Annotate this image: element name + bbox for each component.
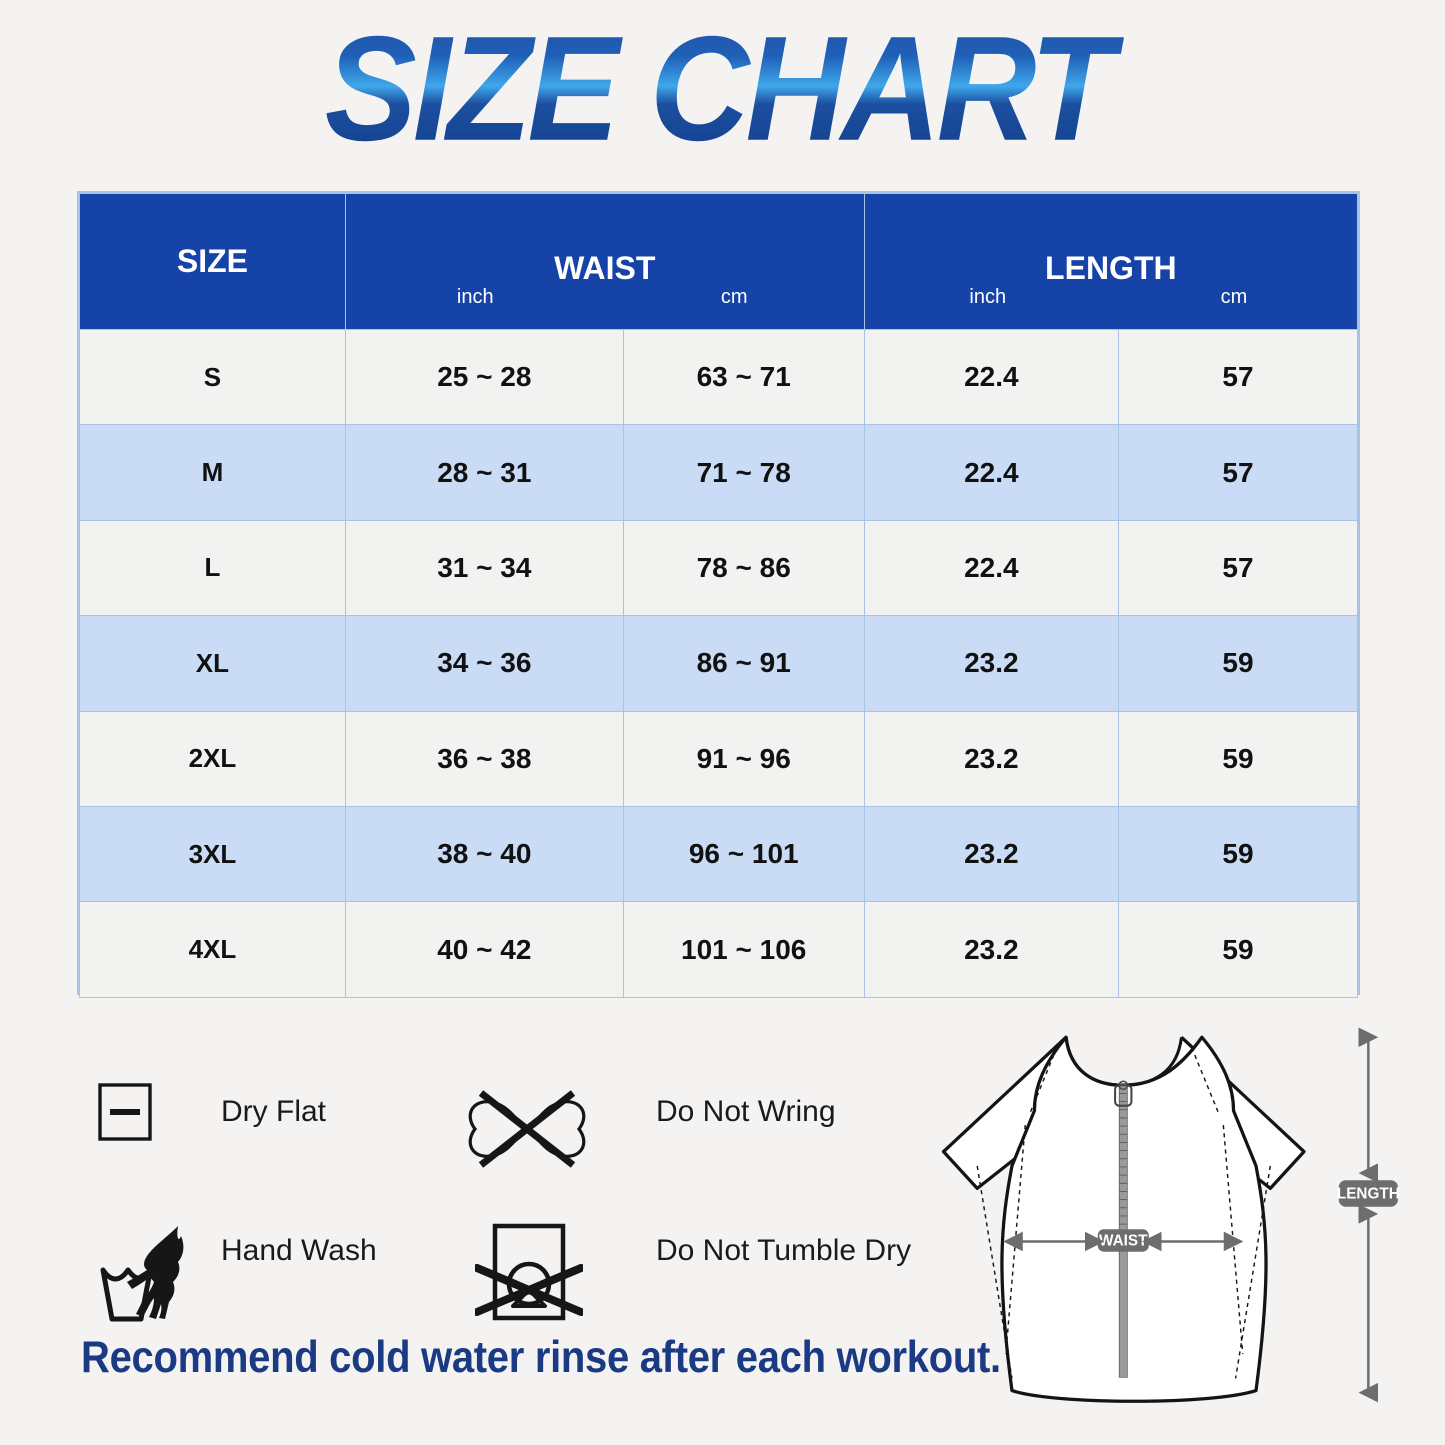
svg-text:LENGTH: LENGTH [1337, 1186, 1400, 1203]
svg-text:WAIST: WAIST [1099, 1233, 1148, 1250]
